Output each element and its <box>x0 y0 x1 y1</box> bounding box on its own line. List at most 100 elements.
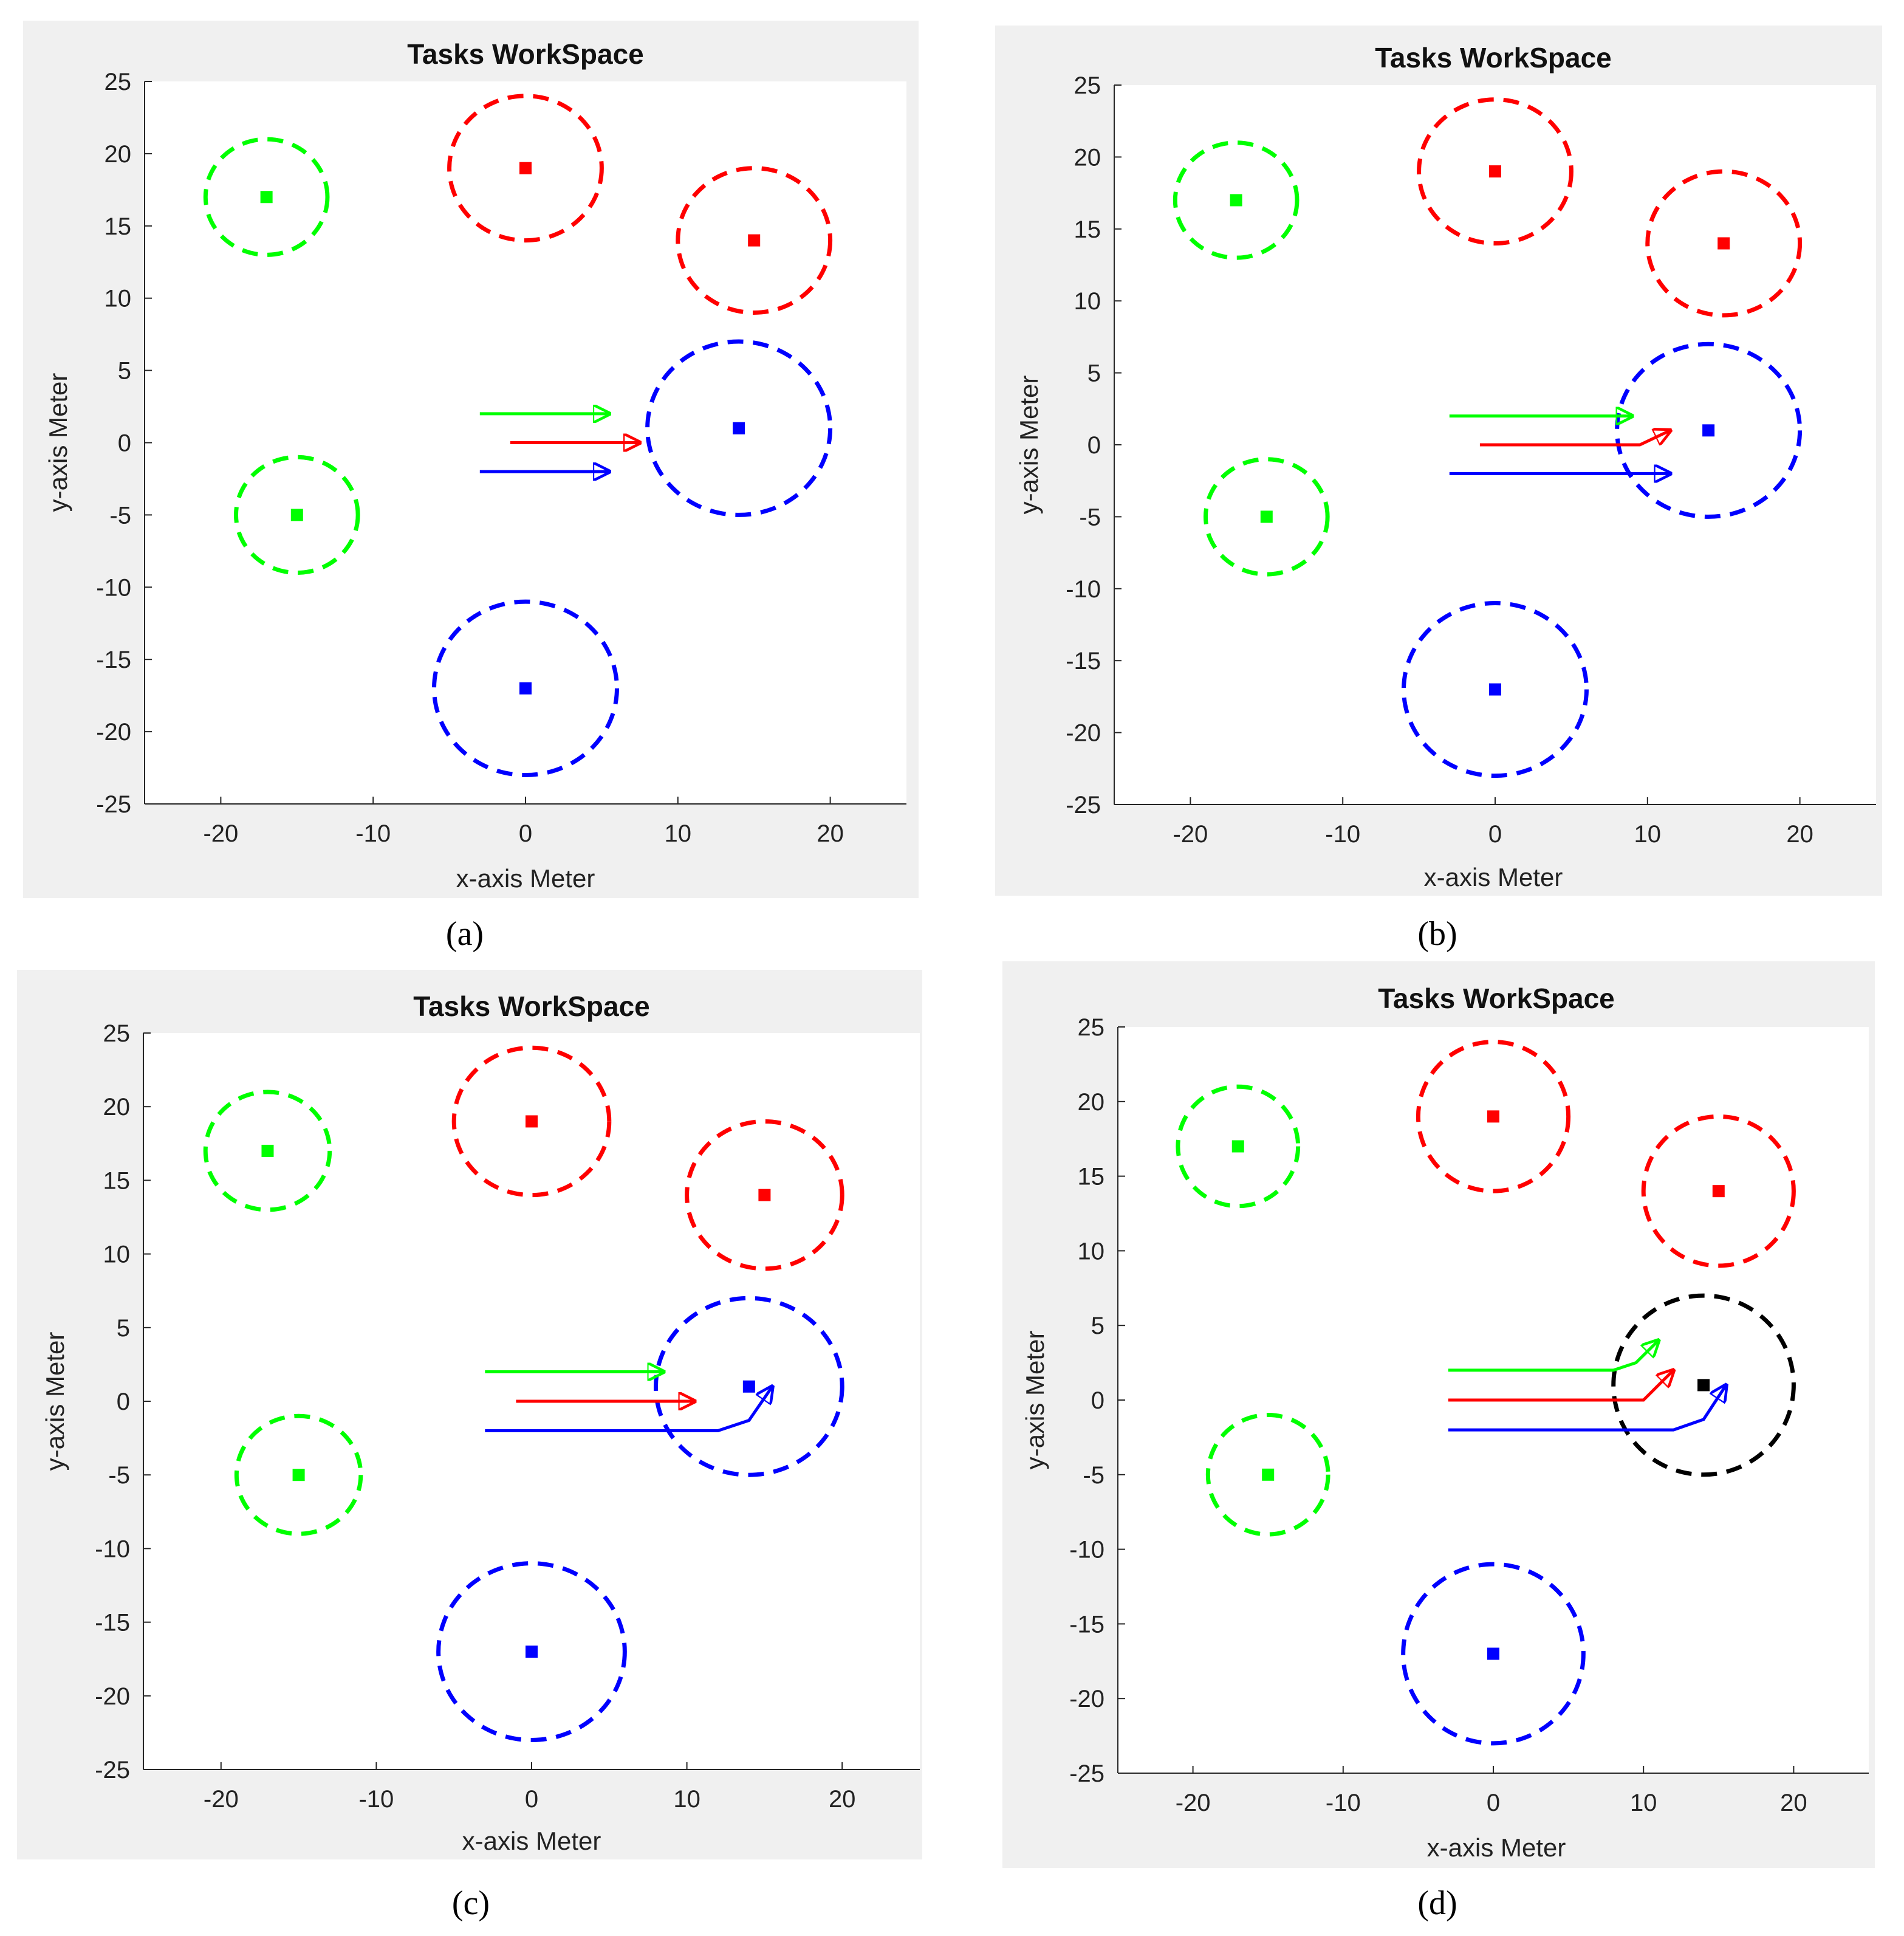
panel-c-red-task-1-marker <box>526 1115 538 1128</box>
panel-a-xtick-label: 0 <box>519 820 532 847</box>
panel-a-red-task-2-circle <box>676 166 833 315</box>
panel-d-ytick-label: 0 <box>1091 1387 1104 1414</box>
panel-d-red-task-2-circle <box>1641 1114 1796 1268</box>
panel-a-red-task-2-marker <box>748 234 761 247</box>
panel-c-blue-task-2-circle <box>436 1561 627 1743</box>
panel-c-ytick-label: -25 <box>95 1757 130 1783</box>
panel-b-blue-task-2-marker <box>1489 683 1501 696</box>
panel-c-xtick-label: 10 <box>673 1786 700 1813</box>
panel-b-xlabel: x-axis Meter <box>1424 863 1563 891</box>
panel-d-xtick-label: 20 <box>1780 1790 1807 1816</box>
panel-c-red-task-1-circle <box>451 1045 612 1198</box>
panel-a-ytick-label: 0 <box>118 430 131 457</box>
panel-a-ytick-label: -15 <box>96 647 131 673</box>
panel-d-green-task-1-circle <box>1176 1084 1301 1209</box>
panel-d-red-task-1-circle <box>1416 1040 1571 1193</box>
panel-b-ytick-label: -10 <box>1066 576 1101 603</box>
panel-d-green-task-2-marker <box>1262 1468 1275 1481</box>
panel-d-red-task-2-marker <box>1712 1185 1725 1198</box>
panel-a-red-task-1-marker <box>519 162 532 174</box>
panel-c-green-task-1-marker <box>261 1144 274 1157</box>
panel-b-ytick-label: 20 <box>1074 144 1101 171</box>
panel-d-blue-robot-path <box>1448 1385 1726 1432</box>
panel-a-xtick-label: 20 <box>817 820 844 847</box>
panel-c-ytick-label: 10 <box>103 1241 131 1268</box>
panel-b-red-robot-path <box>1479 430 1671 447</box>
panel-b-green-task-2-marker <box>1260 510 1273 523</box>
panel-a-ytick-label: 25 <box>104 69 132 95</box>
panel-b-ytick-label: 0 <box>1087 432 1101 459</box>
panel-b-ytick-label: -20 <box>1066 720 1101 747</box>
panel-a-blue-task-2-marker <box>519 682 532 695</box>
panel-b-ytick-label: 10 <box>1074 288 1101 315</box>
panel-c-ytick-label: 25 <box>103 1020 131 1047</box>
panel-c-ylabel: y-axis Meter <box>41 1332 69 1471</box>
panel-c-ytick-label: 0 <box>117 1388 130 1415</box>
panel-b-caption: (b) <box>1417 915 1457 953</box>
panel-a-green-task-1-marker <box>260 191 273 204</box>
panel-b-title: Tasks WorkSpace <box>1375 42 1612 74</box>
panel-a-caption: (a) <box>446 915 484 953</box>
panel-a-red-task-1-circle <box>447 94 604 243</box>
panel-d-ytick-label: -10 <box>1069 1537 1104 1564</box>
panel-d-xtick-label: -20 <box>1176 1790 1211 1816</box>
panel-d-red-robot-path <box>1448 1370 1674 1402</box>
panel-a-ytick-label: -5 <box>109 502 131 529</box>
panel-d-ytick-label: 10 <box>1078 1238 1105 1265</box>
panel-b-xtick-label: -10 <box>1325 821 1360 848</box>
panel-d-green-task-2-circle <box>1205 1413 1330 1537</box>
panel-d-red-task-1-marker <box>1487 1110 1499 1123</box>
panel-a-green-task-2-marker <box>290 509 303 521</box>
panel-a-green-task-2-circle <box>233 455 360 575</box>
panel-c-blue-robot-path <box>485 1387 772 1432</box>
panel-a-ytick-label: -25 <box>96 791 131 818</box>
panel-d-ytick-label: 20 <box>1078 1089 1105 1116</box>
panel-c-red-task-2-circle <box>685 1119 844 1271</box>
panel-b-ytick-label: -5 <box>1079 504 1101 530</box>
panel-b-ytick-label: 25 <box>1074 72 1101 99</box>
panel-c-green-task-2-circle <box>234 1413 363 1536</box>
panel-c-ytick-label: -10 <box>95 1536 130 1562</box>
panel-c-green-task-1-circle <box>203 1090 332 1212</box>
panel-c-caption: (c) <box>452 1884 490 1922</box>
panel-b-ytick-label: -15 <box>1066 648 1101 675</box>
panel-b-ytick-label: -25 <box>1066 792 1101 819</box>
panel-b-green-task-1-circle <box>1173 140 1300 260</box>
panel-b: Tasks WorkSpace -20 -10 0 10 202520151050-5-… <box>995 26 1882 953</box>
panel-c-green-task-2-marker <box>292 1469 305 1481</box>
panel-c-xlabel: x-axis Meter <box>462 1827 601 1855</box>
panel-d-blue-task-1-marker <box>1697 1379 1710 1392</box>
panel-d-ytick-label: -15 <box>1069 1611 1104 1638</box>
panel-a: Tasks WorkSpace -20 -10 0 10 202520151050-5-… <box>23 21 919 953</box>
panel-d-xtick-label: 10 <box>1630 1790 1657 1816</box>
panel-b-xtick-label: 10 <box>1634 821 1662 848</box>
panel-d-ylabel: y-axis Meter <box>1021 1331 1049 1470</box>
panel-b-plot: -20 -10 0 10 20 25 20 15 10 5 0 -5 -10 -15 -20 -25 <box>1066 72 1876 848</box>
panel-a-title: Tasks WorkSpace <box>407 38 644 70</box>
panel-c-xtick-label: 0 <box>525 1786 538 1813</box>
panel-c: Tasks WorkSpace -20 -10 0 10 202520151050-5-… <box>17 970 922 1922</box>
panel-c-plot: -20 -10 0 10 20 25 20 15 10 5 0 -5 -10 -15 -20 -25 <box>95 1020 920 1813</box>
panel-c-xtick-label: -20 <box>204 1786 239 1813</box>
panel-b-red-task-1-marker <box>1489 165 1501 178</box>
panel-a-ylabel: y-axis Meter <box>44 373 72 512</box>
panel-c-ytick-label: -5 <box>108 1462 130 1489</box>
panel-c-blue-task-2-marker <box>526 1646 538 1658</box>
panel-d-ytick-label: -20 <box>1069 1686 1104 1712</box>
panel-d-blue-task-2-circle <box>1401 1562 1586 1746</box>
panel-c-ytick-label: -15 <box>95 1610 130 1636</box>
panel-d-xlabel: x-axis Meter <box>1427 1833 1566 1862</box>
panel-b-blue-task-2-circle <box>1402 600 1589 778</box>
panel-a-plot: -20 -10 0 10 20 25 20 15 10 5 0 -5 -10 -15 -20 -25 <box>96 69 906 847</box>
panel-a-xtick-label: -10 <box>355 820 391 847</box>
panel-d-xtick-label: 0 <box>1487 1790 1500 1816</box>
panel-d: Tasks WorkSpace -20 -10 0 10 202520151050-5-… <box>1002 961 1875 1922</box>
panel-c-title: Tasks WorkSpace <box>413 990 650 1022</box>
panel-d-xtick-label: -10 <box>1326 1790 1361 1816</box>
panel-c-ytick-label: -20 <box>95 1683 130 1710</box>
panel-c-ytick-label: 20 <box>103 1094 131 1121</box>
panel-a-blue-task-1-circle <box>645 339 833 517</box>
panel-c-xtick-label: -10 <box>358 1786 394 1813</box>
panel-d-ytick-label: -5 <box>1083 1462 1104 1489</box>
panel-d-caption: (d) <box>1417 1884 1457 1922</box>
